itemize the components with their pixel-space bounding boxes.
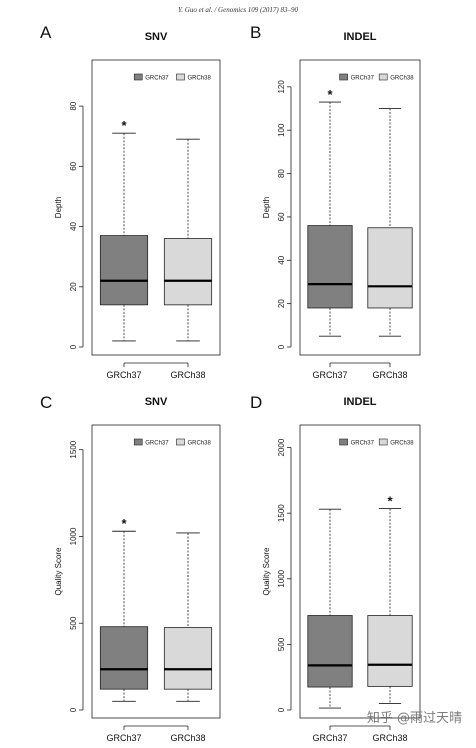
panel-letter-b: B [250, 23, 262, 42]
chart2-grch37-box [307, 225, 353, 309]
chart3-grch37-box [99, 626, 149, 690]
chart2-y-tick-label: 120 [277, 80, 286, 94]
chart4-grch37-box [307, 615, 353, 688]
chart3-legend-label-grch37: GRCh37 [145, 441, 169, 447]
chart1-grch38-x-tick-label: GRCh38 [170, 370, 205, 380]
chart3-y-axis-label: Quality Score [54, 547, 63, 596]
watermark: 知乎 @雨过天晴 [366, 711, 462, 726]
chart3-legend-label-grch38: GRCh38 [187, 441, 211, 447]
chart3-legend-swatch-grch37 [133, 438, 143, 446]
chart1-significance-star: * [121, 118, 127, 133]
chart4-legend-label-grch37: GRCh37 [351, 441, 375, 447]
chart1-legend-label-grch37: GRCh37 [145, 76, 169, 82]
chart2-grch38-x-tick-label: GRCh38 [372, 370, 407, 380]
chart4-title: INDEL [344, 396, 377, 408]
panel-letter-a: A [40, 23, 52, 42]
chart3-grch38-box [163, 627, 213, 690]
chart2-y-tick-label: 80 [277, 169, 286, 178]
citation-header: Y. Guo et al. / Genomics 109 (2017) 83–9… [178, 6, 298, 14]
chart2-y-tick-label: 60 [277, 212, 286, 221]
chart2-title: INDEL [344, 31, 377, 43]
chart1-y-tick-label: 0 [69, 344, 78, 349]
chart4-y-tick-label: 500 [277, 637, 286, 651]
panel-letter-c: C [40, 393, 53, 412]
chart3-plot-frame [91, 424, 221, 719]
chart4-y-tick-label: 1500 [277, 504, 286, 522]
chart3-grch38-x-tick-label: GRCh38 [170, 733, 205, 743]
chart1-legend-swatch-grch37 [133, 73, 143, 81]
chart2-legend-label-grch37: GRCh37 [351, 76, 375, 82]
chart4-plot-frame [299, 424, 421, 719]
chart1-legend-swatch-grch38 [176, 73, 185, 81]
chart2-y-axis-label: Depth [262, 197, 271, 218]
chart3-y-tick-label: 1500 [69, 440, 78, 458]
chart4-grch38-box [367, 615, 413, 687]
chart3-y-tick-label: 0 [69, 707, 78, 712]
chart2-y-tick-label: 0 [277, 344, 286, 349]
chart4-grch38-x-tick-label: GRCh38 [372, 733, 407, 743]
chart3-legend-swatch-grch38 [176, 438, 185, 446]
chart4-y-tick-label: 1000 [277, 569, 286, 587]
chart2-y-tick-label: 40 [277, 255, 286, 264]
chart2-grch37-x-tick-label: GRCh37 [312, 370, 347, 380]
chart1-y-tick-label: 60 [69, 161, 78, 170]
chart2-y-tick-label: 20 [277, 299, 286, 308]
chart1-y-axis-label: Depth [54, 197, 63, 218]
chart2-legend-swatch-grch37 [339, 73, 348, 81]
chart3-significance-star: * [121, 516, 127, 531]
chart1-y-tick-label: 40 [69, 222, 78, 231]
chart4-y-tick-label: 0 [277, 707, 286, 712]
chart3-title: SNV [145, 396, 168, 408]
chart2-significance-star: * [327, 87, 333, 102]
chart4-grch37-x-tick-label: GRCh37 [312, 733, 347, 743]
chart4-legend-label-grch38: GRCh38 [390, 441, 414, 447]
panel-letter-d: D [250, 393, 263, 412]
chart2-legend-swatch-grch38 [378, 73, 388, 81]
chart2-plot-frame [299, 59, 421, 356]
chart1-grch38-box [163, 238, 213, 306]
chart2-grch38-box [367, 227, 413, 309]
chart4-legend-swatch-grch37 [339, 438, 348, 446]
chart4-y-axis-label: Quality Score [262, 547, 271, 596]
chart1-grch37-x-tick-label: GRCh37 [106, 370, 141, 380]
chart3-y-tick-label: 1000 [69, 527, 78, 545]
chart1-y-tick-label: 80 [69, 101, 78, 110]
chart3-y-tick-label: 500 [69, 616, 78, 630]
chart4-legend-swatch-grch38 [378, 438, 388, 446]
chart1-y-tick-label: 20 [69, 282, 78, 291]
chart1-plot-frame [91, 59, 221, 356]
chart1-grch37-box [99, 235, 149, 306]
chart1-legend-label-grch38: GRCh38 [187, 76, 211, 82]
chart4-y-tick-label: 2000 [277, 438, 286, 456]
chart1-title: SNV [145, 31, 168, 43]
chart3-grch37-x-tick-label: GRCh37 [106, 733, 141, 743]
chart2-y-tick-label: 100 [277, 123, 286, 137]
chart2-legend-label-grch38: GRCh38 [390, 76, 414, 82]
chart4-significance-star: * [387, 494, 393, 509]
